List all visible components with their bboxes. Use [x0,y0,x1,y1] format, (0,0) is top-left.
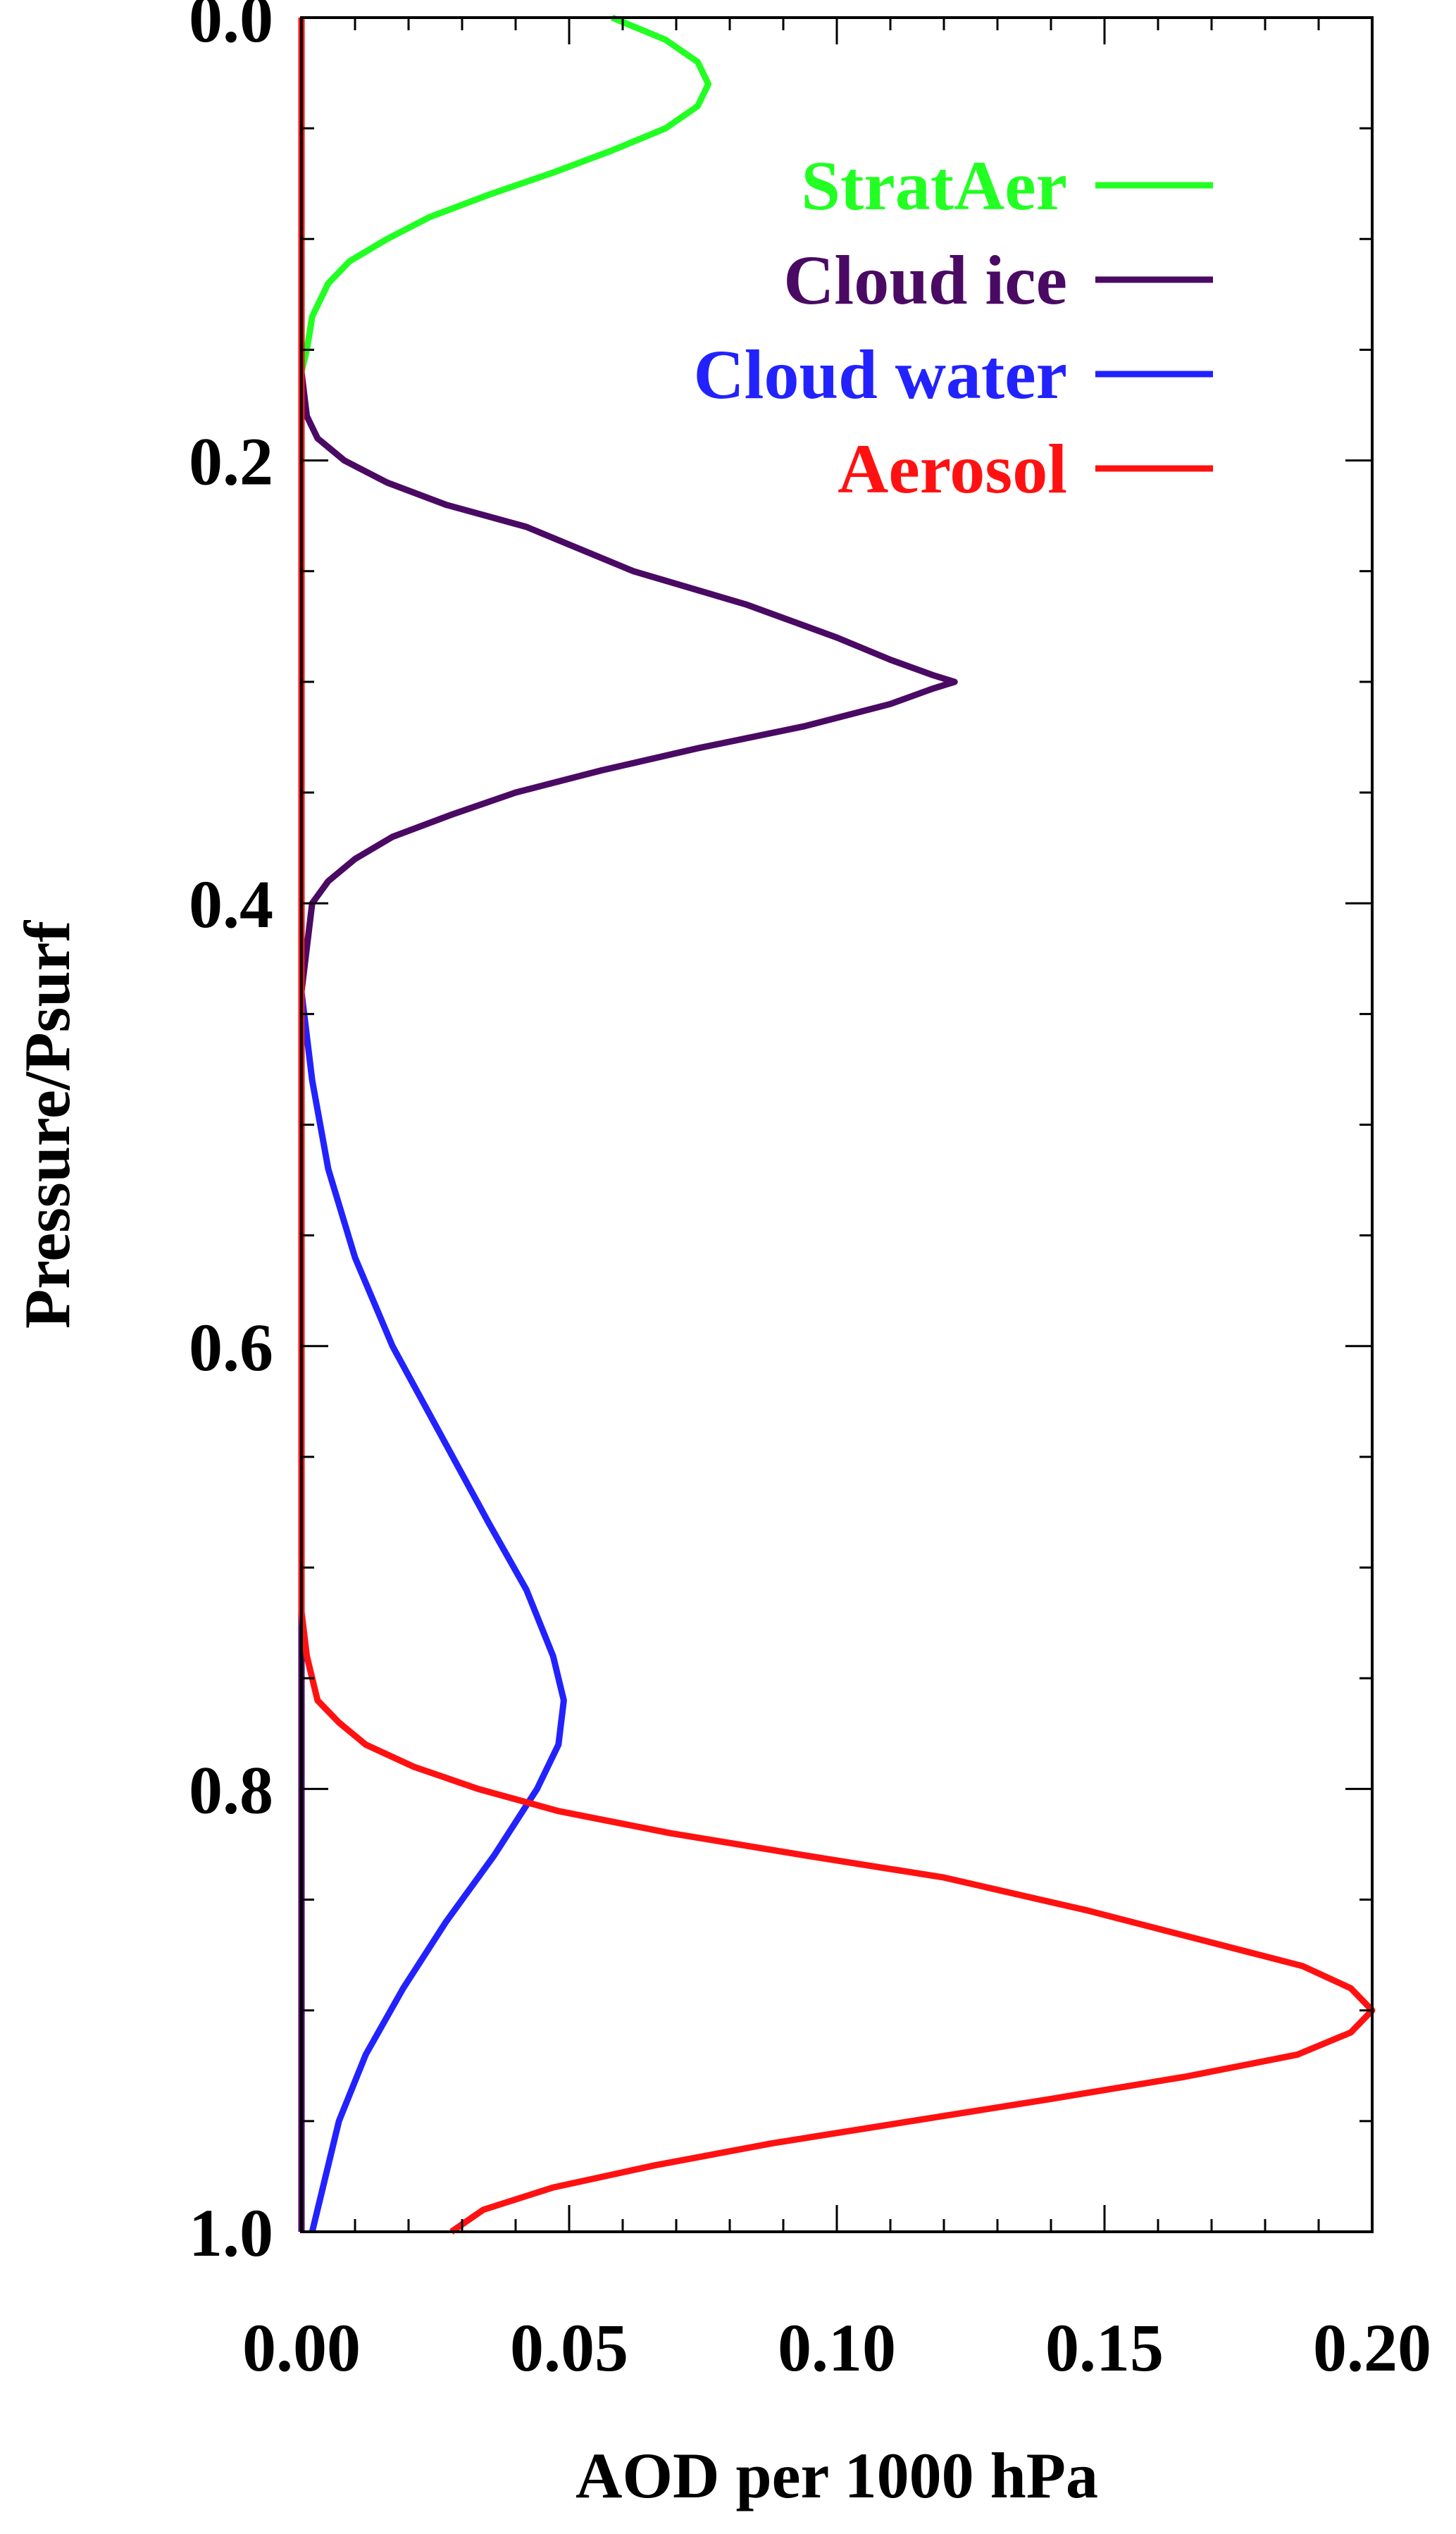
series-line-cloud-water [298,991,567,2233]
y-axis-ticks: 0.0 0.2 0.4 0.6 0.8 1.0 [189,0,1372,2271]
y-tick-label: 0.6 [189,1310,273,1385]
legend-label-strataer: StratAer [801,147,1067,225]
y-axis-title: Pressure/Psurf [11,920,83,1329]
y-tick-label: 0.2 [189,424,273,499]
x-tick-label: 0.20 [1313,2310,1431,2385]
y-tick-label: 0.0 [189,0,273,56]
legend-label-aerosol: Aerosol [838,430,1067,508]
y-tick-label: 0.4 [189,867,273,942]
y-tick-label: 0.8 [189,1752,273,1827]
legend-label-cloud-water: Cloud water [693,335,1067,414]
x-axis-ticks: 0.00 0.05 0.10 0.15 0.20 [242,18,1431,2385]
series-line-cloud-ice [298,371,958,2232]
x-tick-label: 0.05 [510,2310,628,2385]
y-tick-label: 1.0 [189,2195,273,2271]
legend-label-cloud-ice: Cloud ice [783,241,1067,319]
x-tick-label: 0.00 [242,2310,361,2385]
series-lines [298,14,1376,2235]
plot-frame [300,16,1374,2233]
x-axis-title: AOD per 1000 hPa [575,2440,1098,2511]
series-line-aerosol [298,18,1376,2235]
legend: StratAer Cloud ice Cloud water Aerosol [693,147,1213,508]
x-tick-label: 0.15 [1045,2310,1164,2385]
x-tick-label: 0.10 [778,2310,896,2385]
series-line-strataer [298,14,712,373]
